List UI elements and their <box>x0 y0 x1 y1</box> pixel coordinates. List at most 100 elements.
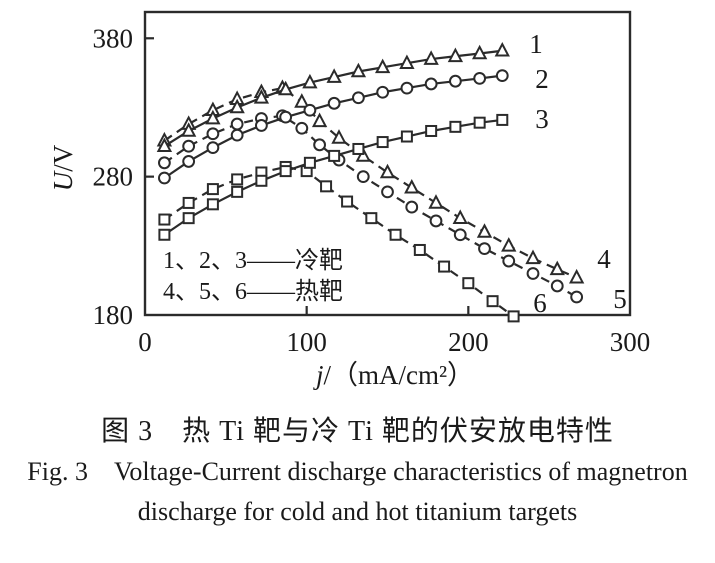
series-1-label: 1 <box>529 29 543 59</box>
series-1-marker-triangle <box>399 54 415 69</box>
series-6-marker-square <box>462 277 475 290</box>
series-2-marker-circle <box>376 85 390 99</box>
series-2-marker-circle <box>449 74 462 88</box>
series-6-marker-square <box>231 173 244 186</box>
series-2-marker-circle <box>158 171 171 185</box>
series-4-label: 4 <box>597 244 611 274</box>
series-5-marker-circle <box>570 290 584 304</box>
series-4-marker-triangle <box>331 129 347 144</box>
series-1-marker-triangle <box>277 80 294 96</box>
voltage-current-chart: 180 280 380 0 100 200 300 U/V j/（mA/cm²） 45 6 1 2 3 1、… <box>48 10 651 390</box>
caption-chinese: 图 3 热 Ti 靶与冷 Ti 靶的伏安放电特性 <box>101 416 614 447</box>
figure-caption: 图 3 热 Ti 靶与冷 Ti 靶的伏安放电特性 Fig. 3 Voltage-… <box>0 412 715 532</box>
series-6-marker-square <box>182 196 195 209</box>
series-2-marker-circle <box>327 96 341 110</box>
series-4-marker-triangle <box>568 268 585 284</box>
series-6-marker-square <box>507 310 520 323</box>
series-3-marker-square <box>206 198 219 211</box>
series-1-marker-triangle <box>205 109 221 125</box>
series-6-marker-square <box>438 260 451 273</box>
series-5-marker-circle <box>295 121 309 135</box>
series-4-marker-triangle <box>404 178 420 194</box>
series-4-marker-triangle <box>452 209 468 224</box>
x-tick-label-200: 200 <box>448 327 489 357</box>
series-5-marker-circle <box>550 279 564 293</box>
series-1-marker-triangle <box>302 73 318 89</box>
series-4-marker-triangle <box>294 93 310 108</box>
series-1-marker-triangle <box>156 137 173 153</box>
caption-english-line1: Fig. 3 Voltage-Current discharge charact… <box>27 457 688 486</box>
series-3-marker-square <box>352 142 365 155</box>
series-2-label: 2 <box>535 64 549 94</box>
series-6-marker-square <box>486 295 499 308</box>
series-5-marker-circle <box>502 254 516 268</box>
series-4-marker-triangle <box>549 260 565 276</box>
series-6-line <box>163 165 515 318</box>
series-1-marker-triangle <box>471 44 488 60</box>
series-1-marker-triangle <box>180 122 197 137</box>
series-2-marker-circle <box>206 141 220 154</box>
series-5-marker-circle <box>206 127 220 141</box>
y-tick-label-280: 280 <box>93 162 134 192</box>
series-3-marker-square <box>328 149 341 162</box>
series-5-marker-circle <box>405 200 419 214</box>
y-axis-label: U/V <box>48 144 78 191</box>
series-3-marker-square <box>376 136 389 149</box>
series-3-marker-square <box>425 124 438 137</box>
series-1-marker-triangle <box>374 58 391 74</box>
caption-english-line2: discharge for cold and hot titanium targ… <box>137 497 578 526</box>
series-3-marker-square <box>279 165 292 178</box>
series-1-marker-triangle <box>447 47 464 63</box>
x-axis-label: j/（mA/cm²） <box>313 360 474 390</box>
series-4-marker-triangle <box>379 163 396 179</box>
series-6-marker-square <box>365 212 378 225</box>
series-2-marker-circle <box>352 91 365 105</box>
series-6-label: 6 <box>533 288 547 318</box>
series-3-marker-square <box>303 156 316 169</box>
series-2-marker-circle <box>279 110 293 124</box>
series-2-marker-circle <box>424 77 438 91</box>
x-tick-label-0: 0 <box>138 327 152 357</box>
series-2-marker-circle <box>400 81 414 95</box>
series-4-marker-triangle <box>501 237 517 252</box>
series-2-marker-circle <box>255 119 268 132</box>
series-3-marker-square <box>182 212 195 225</box>
series-4-marker-triangle <box>355 147 371 162</box>
series-6-marker-square <box>389 228 402 241</box>
series-2-marker-circle <box>230 128 244 142</box>
series-6-marker-square <box>206 183 219 196</box>
series-5-marker-circle <box>356 170 370 184</box>
series-6-marker-square <box>158 213 171 226</box>
series-3-marker-square <box>158 228 171 241</box>
series-3-marker-square <box>496 113 509 126</box>
series-5-marker-circle <box>526 267 540 280</box>
series-6-marker-square <box>320 180 333 193</box>
series-5-label: 5 <box>613 284 627 314</box>
series-5-marker-circle <box>182 139 196 153</box>
series-3-label: 3 <box>535 104 549 134</box>
y-tick-label-180: 180 <box>93 300 134 330</box>
series-5-marker-circle <box>429 214 443 228</box>
y-tick-label-380: 380 <box>93 23 134 53</box>
series-4-marker-triangle <box>525 249 541 265</box>
series-1-marker-triangle <box>494 41 510 57</box>
series-1-marker-triangle <box>350 62 367 78</box>
series-4-marker-triangle <box>311 112 328 128</box>
series-1-marker-triangle <box>423 50 439 65</box>
series-1-marker-triangle <box>326 68 342 83</box>
legend-row-2: 4、5、6——热靶 <box>163 278 343 305</box>
series-1-marker-triangle <box>253 89 270 104</box>
x-tick-label-300: 300 <box>610 327 651 357</box>
series-2-marker-circle <box>495 69 509 83</box>
series-2-marker-circle <box>303 103 317 117</box>
plot-border <box>143 10 632 317</box>
series-5-marker-circle <box>381 185 394 199</box>
series-5-marker-circle <box>453 228 467 242</box>
series-2-marker-circle <box>473 72 487 85</box>
series-5-marker-circle <box>478 242 491 255</box>
series-3-marker-square <box>255 174 268 187</box>
series-3-marker-square <box>400 130 413 143</box>
series-6-marker-square <box>413 243 426 256</box>
series-6-marker-square <box>341 195 354 208</box>
